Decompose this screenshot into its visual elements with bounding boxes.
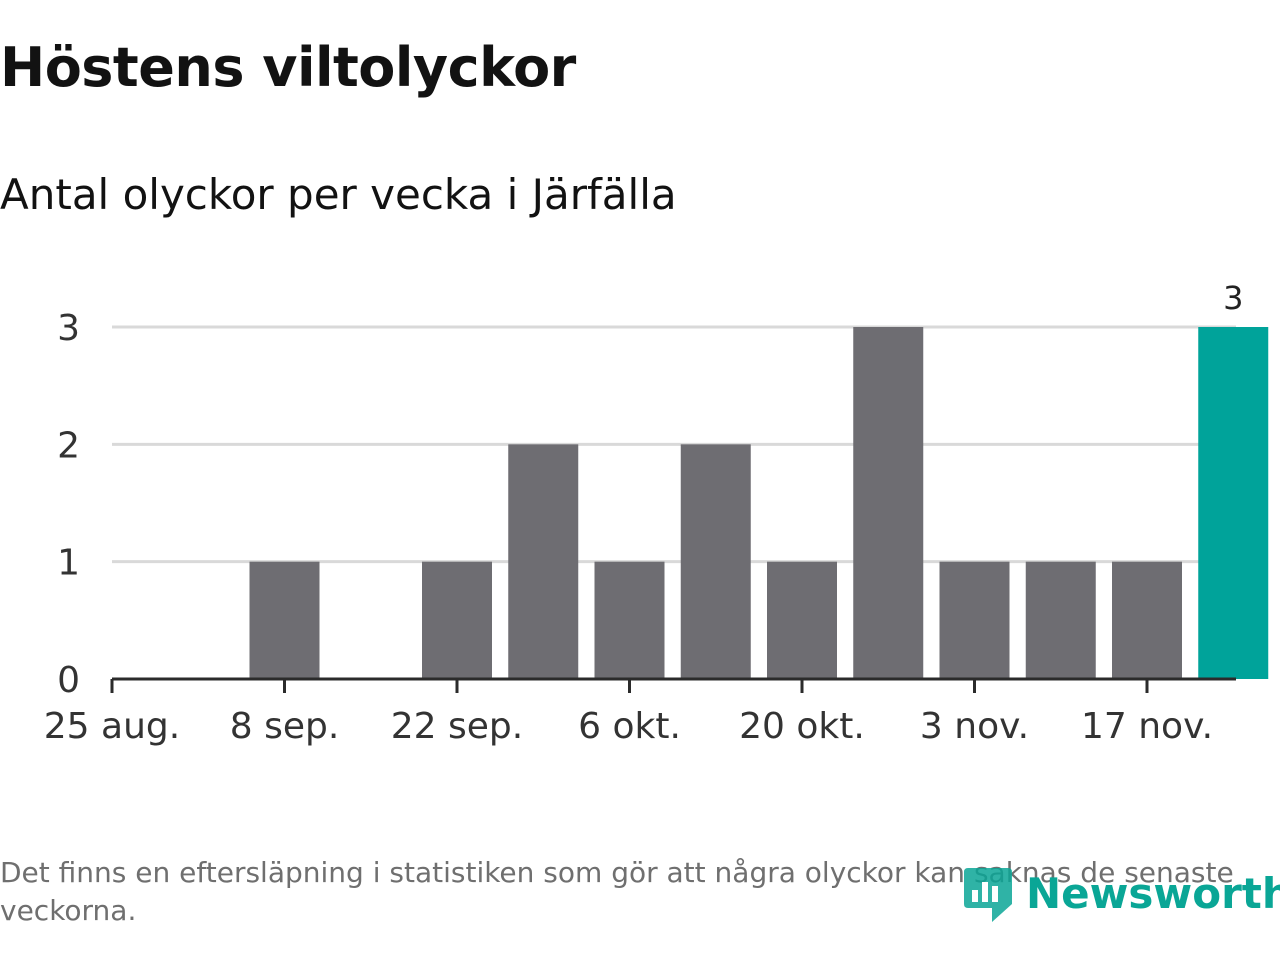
x-axis [110, 677, 1236, 693]
bar-2019-10-20 [853, 327, 924, 679]
footnote: Det finns en eftersläpning i statistiken… [0, 856, 1234, 927]
x-tick-label: 22 sep. [391, 706, 523, 747]
x-tick-label: 8 sep. [230, 706, 340, 747]
bar-value-label: 3 [1223, 279, 1243, 317]
y-tick-label: 3 [57, 308, 80, 349]
bars [249, 327, 1269, 679]
bar-2019-10-13 [767, 561, 837, 679]
y-tick-label: 0 [57, 660, 80, 701]
x-tick-label: 20 okt. [739, 706, 865, 747]
bar-2019-09-15 [422, 561, 492, 679]
x-tick-label: 25 aug. [44, 706, 180, 747]
chart-title: Höstens viltolyckor [0, 36, 576, 99]
logo-text: Newsworthy [1026, 868, 1280, 918]
bar-2019-09-01 [249, 561, 320, 679]
bar-2019-10-27 [939, 561, 1010, 679]
bar-2019-11-10 [1112, 561, 1182, 679]
bar-2019-11-17 [1198, 327, 1269, 679]
newsworthy-logo-icon [964, 868, 1012, 922]
newsworthy-logo: Newsworthy [962, 860, 1280, 926]
bar-2019-11-03 [1025, 561, 1096, 679]
x-tick-label: 17 nov. [1081, 706, 1213, 747]
bar-2019-10-06 [680, 444, 751, 679]
bar-chart: 0 1 2 3 3 25 aug. 8 sep. 22 sep. 6 okt. 20 okt. 3 … [44, 279, 1269, 747]
y-tick-label: 2 [57, 425, 80, 466]
gridlines [112, 325, 1236, 564]
y-tick-label: 1 [57, 543, 80, 584]
chart-subtitle: Antal olyckor per vecka i Järfälla [0, 170, 677, 219]
bar-2019-09-29 [594, 561, 665, 679]
labels: 0 1 2 3 3 25 aug. 8 sep. 22 sep. 6 okt. 20 okt. 3 … [44, 279, 1244, 747]
bar-2019-09-22 [508, 444, 579, 679]
x-tick-label: 6 okt. [578, 706, 681, 747]
x-tick-label: 3 nov. [920, 706, 1029, 747]
